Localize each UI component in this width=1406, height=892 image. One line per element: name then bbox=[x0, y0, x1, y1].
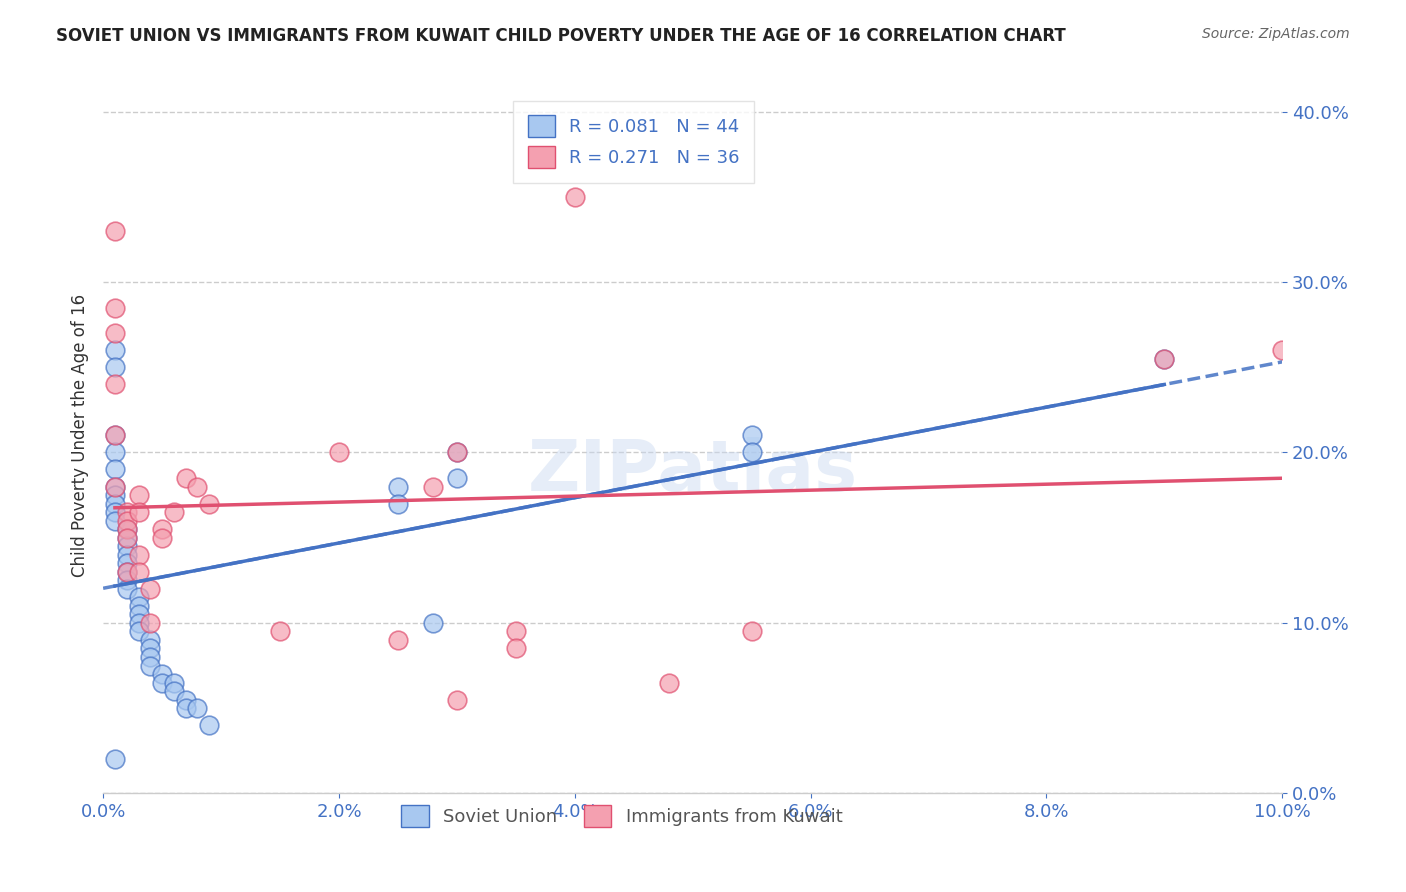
Point bbox=[115, 574, 138, 588]
Point bbox=[104, 488, 127, 502]
Point bbox=[115, 505, 138, 519]
Point bbox=[1153, 351, 1175, 366]
Point bbox=[128, 624, 150, 639]
Point bbox=[174, 471, 197, 485]
Point bbox=[115, 548, 138, 562]
Point bbox=[387, 479, 409, 493]
Point bbox=[387, 497, 409, 511]
Point bbox=[387, 632, 409, 647]
Point bbox=[1153, 351, 1175, 366]
Point bbox=[139, 650, 162, 665]
Point bbox=[104, 479, 127, 493]
Point bbox=[128, 607, 150, 622]
Point bbox=[741, 624, 763, 639]
Legend: Soviet Union, Immigrants from Kuwait: Soviet Union, Immigrants from Kuwait bbox=[394, 798, 849, 834]
Point bbox=[115, 582, 138, 596]
Point bbox=[104, 428, 127, 442]
Point bbox=[115, 556, 138, 570]
Point bbox=[104, 360, 127, 375]
Point bbox=[446, 692, 468, 706]
Text: ZIPatlas: ZIPatlas bbox=[527, 437, 858, 506]
Point bbox=[128, 548, 150, 562]
Y-axis label: Child Poverty Under the Age of 16: Child Poverty Under the Age of 16 bbox=[72, 293, 89, 577]
Point bbox=[741, 428, 763, 442]
Point bbox=[115, 565, 138, 579]
Point bbox=[104, 505, 127, 519]
Point bbox=[658, 675, 681, 690]
Point bbox=[163, 505, 186, 519]
Point bbox=[115, 531, 138, 545]
Point bbox=[139, 641, 162, 656]
Point bbox=[564, 190, 586, 204]
Point bbox=[186, 479, 208, 493]
Point bbox=[328, 445, 350, 459]
Point bbox=[104, 445, 127, 459]
Point bbox=[139, 615, 162, 630]
Point bbox=[186, 701, 208, 715]
Point bbox=[150, 522, 173, 536]
Point bbox=[104, 377, 127, 392]
Point bbox=[422, 479, 444, 493]
Point bbox=[139, 658, 162, 673]
Point bbox=[104, 514, 127, 528]
Point bbox=[446, 445, 468, 459]
Point bbox=[128, 488, 150, 502]
Point bbox=[104, 479, 127, 493]
Point bbox=[139, 632, 162, 647]
Point bbox=[163, 684, 186, 698]
Point bbox=[446, 445, 468, 459]
Point bbox=[115, 539, 138, 553]
Point bbox=[104, 497, 127, 511]
Point bbox=[150, 675, 173, 690]
Point bbox=[104, 752, 127, 766]
Point bbox=[422, 615, 444, 630]
Point bbox=[741, 445, 763, 459]
Point bbox=[128, 591, 150, 605]
Point bbox=[104, 428, 127, 442]
Point bbox=[150, 531, 173, 545]
Point bbox=[128, 615, 150, 630]
Point bbox=[139, 582, 162, 596]
Point bbox=[104, 326, 127, 340]
Point bbox=[104, 343, 127, 358]
Point bbox=[198, 718, 221, 732]
Point bbox=[269, 624, 291, 639]
Point bbox=[198, 497, 221, 511]
Text: SOVIET UNION VS IMMIGRANTS FROM KUWAIT CHILD POVERTY UNDER THE AGE OF 16 CORRELA: SOVIET UNION VS IMMIGRANTS FROM KUWAIT C… bbox=[56, 27, 1066, 45]
Point bbox=[174, 692, 197, 706]
Point bbox=[174, 701, 197, 715]
Point bbox=[128, 505, 150, 519]
Point bbox=[128, 565, 150, 579]
Point bbox=[446, 471, 468, 485]
Point bbox=[115, 522, 138, 536]
Point bbox=[1271, 343, 1294, 358]
Point bbox=[115, 565, 138, 579]
Point bbox=[163, 675, 186, 690]
Point bbox=[115, 514, 138, 528]
Point bbox=[505, 624, 527, 639]
Point bbox=[150, 667, 173, 681]
Point bbox=[115, 531, 138, 545]
Point bbox=[104, 462, 127, 476]
Point bbox=[128, 599, 150, 613]
Point bbox=[115, 522, 138, 536]
Point bbox=[104, 224, 127, 238]
Point bbox=[104, 301, 127, 315]
Text: Source: ZipAtlas.com: Source: ZipAtlas.com bbox=[1202, 27, 1350, 41]
Point bbox=[505, 641, 527, 656]
